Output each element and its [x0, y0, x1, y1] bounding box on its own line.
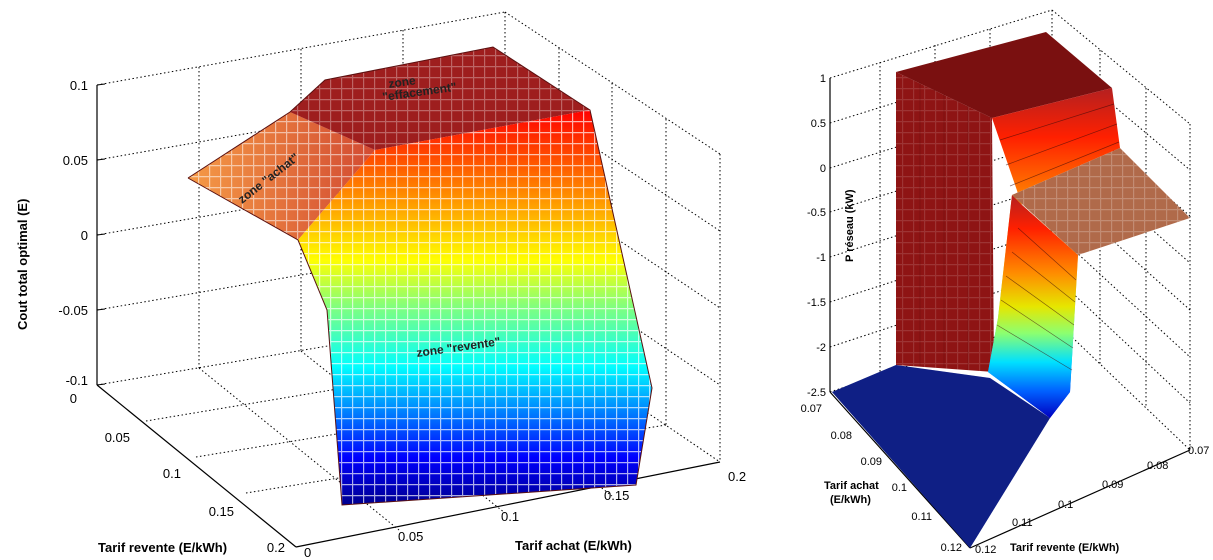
floor-surface	[832, 365, 1050, 548]
y-tick: 0.07	[801, 403, 822, 415]
z-tick: -0.5	[807, 207, 826, 219]
x-tick: 0.08	[1147, 460, 1168, 472]
x-tick: 0.05	[398, 529, 423, 544]
right-x-ticks: 0.12 0.11 0.1 0.09 0.08 0.07	[975, 445, 1209, 556]
y-tick: 0.12	[941, 542, 962, 554]
left-x-label: Tarif achat (E/kWh)	[515, 538, 632, 553]
right-y-ticks: 0.07 0.08 0.09 0.1 0.11 0.12	[801, 403, 962, 554]
z-tick: 0.5	[811, 118, 826, 130]
y-tick: 0.15	[209, 504, 234, 519]
right-surface	[832, 32, 1190, 548]
x-tick: 0.1	[501, 509, 519, 524]
y-tick: 0.1	[892, 482, 907, 494]
left-surface	[187, 46, 653, 506]
x-tick: 0.15	[604, 488, 629, 503]
z-tick: 0	[81, 228, 88, 243]
right-y-label-line1: Tarif achat	[824, 480, 879, 492]
x-tick: 0.1	[1058, 499, 1073, 511]
right-z-ticks: 1 0.5 0 -0.5 -1 -1.5 -2 -2.5	[807, 73, 826, 399]
right-x-label: Tarif revente (E/kWh)	[1010, 542, 1120, 554]
x-tick: 0.07	[1188, 445, 1209, 457]
y-tick: 0.08	[831, 430, 852, 442]
y-tick: 0.05	[105, 430, 130, 445]
right-axes	[829, 78, 1191, 549]
left-x-ticks: 0 0.05 0.1 0.15 0.2	[304, 469, 746, 560]
left-y-ticks: 0 0.05 0.1 0.15 0.2	[70, 391, 285, 555]
z-tick: 1	[820, 73, 826, 85]
plateau-surface	[896, 32, 1112, 118]
z-tick: 0	[820, 163, 826, 175]
right-z-label: P réseau (kW)	[844, 189, 856, 262]
y-tick: 0.11	[911, 511, 932, 523]
annotation-zone: zone	[387, 73, 416, 91]
left-y-label: Tarif revente (E/kWh)	[98, 540, 227, 555]
z-tick: -1	[816, 252, 826, 264]
z-tick: -2.5	[807, 387, 826, 399]
z-tick: -2	[816, 342, 826, 354]
z-tick: -1.5	[807, 297, 826, 309]
z-tick: 0.1	[70, 78, 88, 93]
left-z-ticks: 0.1 0.05 0 -0.05 -0.1	[58, 78, 88, 388]
y-tick: 0	[70, 391, 77, 406]
x-tick: 0.2	[728, 469, 746, 484]
y-tick: 0.09	[861, 456, 882, 468]
x-tick: 0.12	[975, 544, 996, 556]
y-tick: 0.1	[163, 466, 181, 481]
x-tick: 0.09	[1102, 479, 1123, 491]
x-tick: 0.11	[1012, 517, 1033, 529]
left-z-label: Cout total optimal (E)	[15, 199, 30, 330]
z-tick: -0.1	[66, 373, 88, 388]
z-tick: 0.05	[63, 153, 88, 168]
z-tick: -0.05	[58, 303, 88, 318]
x-tick: 0	[304, 545, 311, 560]
y-tick: 0.2	[267, 540, 285, 555]
right-y-label-line2: (E/kWh)	[830, 494, 871, 506]
